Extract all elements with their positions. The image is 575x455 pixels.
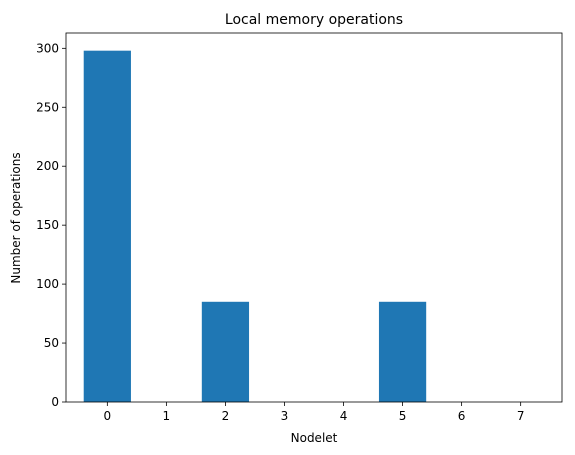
plot-area: 0 1 2 3 4 5 6 7 0 50 100 150 200 250 300	[36, 32, 563, 423]
y-tick-label-250: 250	[36, 100, 59, 114]
x-axis-label: Nodelet	[291, 431, 338, 445]
x-tick-label-4: 4	[340, 409, 348, 423]
chart-title: Local memory operations	[225, 12, 403, 28]
x-tick-label-0: 0	[104, 409, 112, 423]
x-tick-label-3: 3	[281, 409, 289, 423]
y-tick-label-200: 200	[36, 159, 59, 173]
y-tick-label-50: 50	[44, 336, 59, 350]
y-axis-label: Number of operations	[9, 152, 23, 283]
bar-2	[201, 301, 250, 402]
y-tick-label-150: 150	[36, 218, 59, 232]
y-tick-label-300: 300	[36, 41, 59, 55]
x-tick-label-7: 7	[517, 409, 525, 423]
y-tick-label-100: 100	[36, 277, 59, 291]
plot-frame	[65, 32, 563, 403]
x-tick-label-5: 5	[399, 409, 407, 423]
x-tick-label-6: 6	[458, 409, 466, 423]
y-tick-label-0: 0	[51, 395, 59, 409]
bar-5	[378, 301, 427, 402]
x-tick-label-2: 2	[222, 409, 230, 423]
x-tick-label-1: 1	[163, 409, 171, 423]
bar-0	[83, 50, 131, 403]
